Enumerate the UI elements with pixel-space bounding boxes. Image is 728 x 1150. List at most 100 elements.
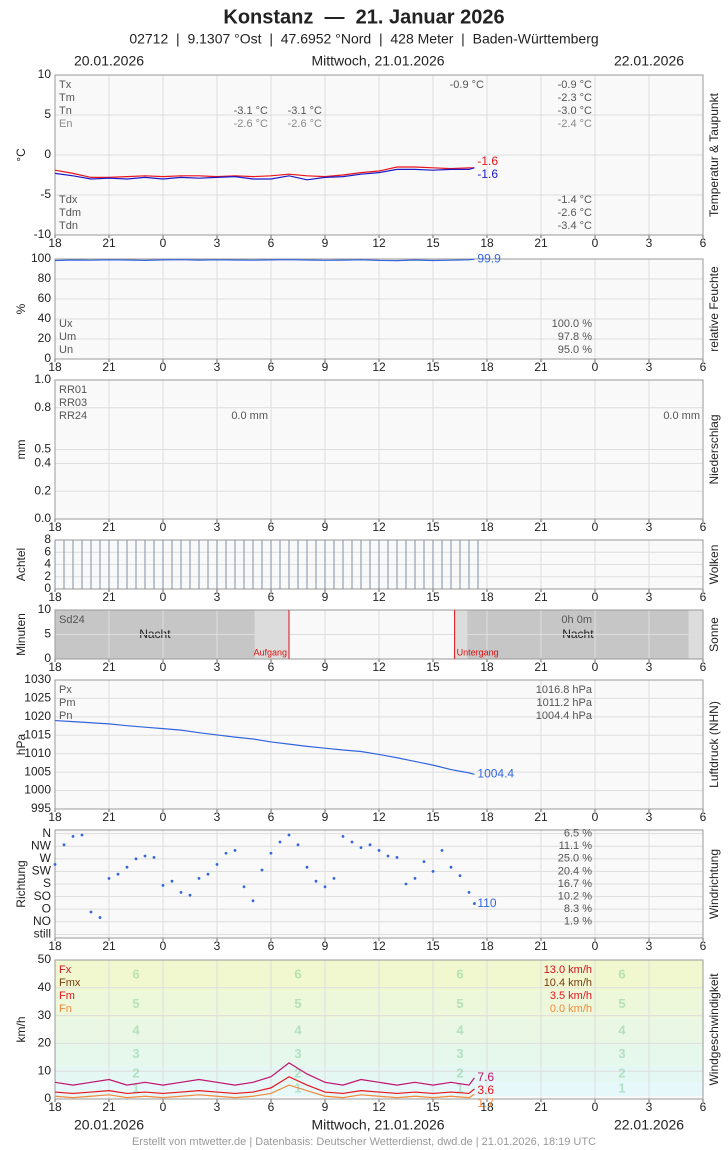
x-tick-label: 9 <box>322 236 329 250</box>
panel-title: relative Feuchte <box>707 266 721 352</box>
x-tick-label: 3 <box>646 520 653 534</box>
y-tick-label: 5 <box>44 627 51 641</box>
beaufort-label: 1 <box>132 1081 139 1096</box>
wind-direction-point <box>170 879 174 883</box>
wind-direction-point <box>332 877 336 880</box>
x-tick-label: 21 <box>102 520 116 534</box>
wind-direction-point <box>152 856 156 859</box>
page-title: Konstanz — 21. Januar 2026 <box>223 6 504 28</box>
x-tick-label: 0 <box>592 360 599 374</box>
x-tick-label: 21 <box>102 660 116 674</box>
y-tick-label: -10 <box>34 227 52 241</box>
y-tick-label: N <box>42 826 51 840</box>
series-line <box>54 166 475 178</box>
x-tick-label: 18 <box>48 520 62 534</box>
x-tick-label: 3 <box>214 520 221 534</box>
plot-frame <box>54 258 704 360</box>
x-tick-label: 6 <box>268 590 275 604</box>
y-tick-label: 1030 <box>24 672 51 686</box>
stat-value: -0.9 °C <box>450 79 484 91</box>
beaufort-label: 3 <box>294 1046 301 1061</box>
x-tick-label: 18 <box>480 236 494 250</box>
y-tick-label: 100 <box>31 251 51 265</box>
x-tick-label: 15 <box>426 660 440 674</box>
x-tick-label: 21 <box>102 590 116 604</box>
panel-title: Windrichtung <box>707 849 721 919</box>
end-value-label: 1.7 <box>477 1096 494 1110</box>
x-tick-label: 21 <box>102 236 116 250</box>
y-tick-label: 0.0 <box>34 511 51 525</box>
x-tick-label: 0 <box>160 660 167 674</box>
x-tick-label: 0 <box>592 939 599 953</box>
y-tick-label: 40 <box>38 311 52 325</box>
x-tick-label: 6 <box>268 939 275 953</box>
direction-share: 11.1 % <box>559 840 593 852</box>
x-tick-label: 3 <box>214 590 221 604</box>
x-tick-label: 6 <box>268 810 275 824</box>
x-tick-label: 21 <box>102 360 116 374</box>
y-tick-label: 10 <box>38 602 52 616</box>
x-tick-label: 18 <box>480 360 494 374</box>
stat-value: 0.0 km/h <box>550 1003 592 1015</box>
end-value-label: -1.6 <box>477 154 498 168</box>
beaufort-label: 6 <box>132 967 139 982</box>
x-tick-label: 18 <box>480 810 494 824</box>
plot-frame <box>54 379 704 520</box>
date-left: 20.01.2026 <box>74 53 144 69</box>
y-tick-label: 0.8 <box>34 400 51 414</box>
stat-label: RR01 <box>59 384 87 396</box>
plot-frame <box>54 829 704 939</box>
wind-direction-point <box>296 843 300 847</box>
end-value-label: 7.6 <box>477 1070 494 1084</box>
x-tick-label: 15 <box>426 810 440 824</box>
y-tick-label: 80 <box>38 271 52 285</box>
beaufort-label: 2 <box>618 1065 625 1080</box>
x-tick-label: 6 <box>268 520 275 534</box>
y-tick-label: 0 <box>44 581 51 595</box>
panel-title: Wolken <box>707 545 721 585</box>
plot-frame <box>54 959 704 1100</box>
wind-direction-point <box>233 849 237 852</box>
beaufort-label: 6 <box>618 967 625 982</box>
y-tick-label: 0 <box>44 1091 51 1105</box>
stat-label: Pn <box>59 710 72 722</box>
stat-value: 1016.8 hPa <box>536 684 593 696</box>
x-tick-label: 9 <box>322 360 329 374</box>
end-value-label: 99.9 <box>477 251 501 265</box>
beaufort-label: 3 <box>618 1046 625 1061</box>
beaufort-label: 6 <box>456 967 463 982</box>
wind-direction-point <box>467 890 471 894</box>
stat-label: Fm <box>59 990 75 1002</box>
stat-value: -2.6 °C <box>288 118 322 130</box>
y-tick-label: 1005 <box>24 764 51 778</box>
direction-share: 20.4 % <box>558 865 592 877</box>
direction-share: 25.0 % <box>558 853 592 865</box>
wind-direction-point <box>473 902 476 905</box>
stat-label: RR24 <box>59 410 87 422</box>
x-tick-label: 12 <box>372 360 386 374</box>
beaufort-label: 1 <box>456 1081 463 1096</box>
wind-direction-point <box>89 910 93 914</box>
end-value-label: 1004.4 <box>477 767 514 781</box>
stat-value: 1004.4 hPa <box>536 710 593 722</box>
panel-title: Niederschlag <box>707 414 721 484</box>
x-tick-label: 15 <box>426 236 440 250</box>
x-tick-label: 18 <box>48 360 62 374</box>
stat-value: -2.6 °C <box>558 207 592 219</box>
y-tick-label: 4 <box>44 557 51 571</box>
x-tick-label: 12 <box>372 660 386 674</box>
x-tick-label: 0 <box>592 520 599 534</box>
stat-label: Un <box>59 344 73 356</box>
y-tick-label: NW <box>31 838 52 852</box>
y-tick-label: O <box>42 901 51 915</box>
y-tick-label: 8 <box>44 532 51 546</box>
wind-direction-point <box>62 843 66 847</box>
stat-value: 13.0 km/h <box>544 964 592 976</box>
x-tick-label: 3 <box>646 590 653 604</box>
x-tick-label: 18 <box>48 1100 62 1114</box>
x-tick-label: 21 <box>534 520 548 534</box>
wind-direction-point <box>449 865 453 869</box>
x-tick-label: 21 <box>534 810 548 824</box>
y-tick-label: 1000 <box>24 783 51 797</box>
y-tick-label: 0 <box>44 351 51 365</box>
